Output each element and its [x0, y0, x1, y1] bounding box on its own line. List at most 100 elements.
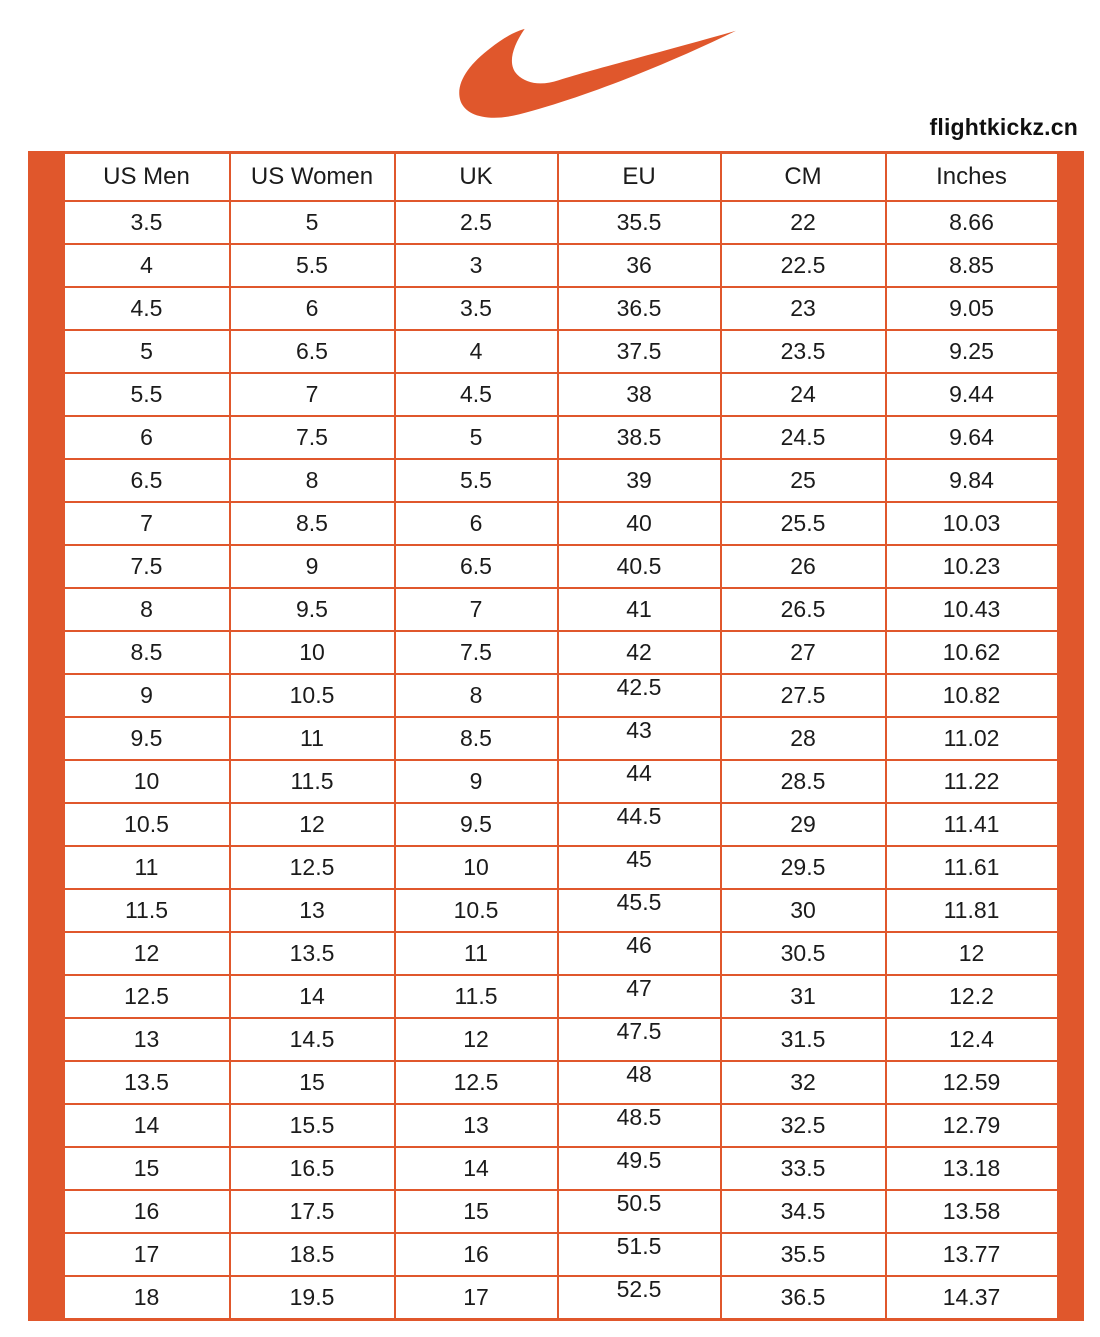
- table-cell: 27.5: [719, 673, 887, 718]
- table-row: 5.5 7 4.5 38 24 9.44: [28, 372, 1084, 417]
- table-cell: 47.5: [556, 1017, 722, 1062]
- table-cell: 35.5: [556, 200, 722, 245]
- table-cell: 12: [228, 802, 396, 847]
- table-cell: 12.79: [884, 1103, 1059, 1148]
- table-cell: 18.5: [228, 1232, 396, 1277]
- table-cell: 10: [393, 845, 559, 890]
- table-cell: 23.5: [719, 329, 887, 374]
- table-cell: 10: [62, 759, 231, 804]
- size-conversion-table: US Men US Women UK EU CM Inches 3.5 5 2.5 35.5 22…: [28, 151, 1084, 1321]
- table-cell: 34.5: [719, 1189, 887, 1234]
- table-cell: 38: [556, 372, 722, 417]
- table-cell: 12.2: [884, 974, 1059, 1019]
- accent-bar: [1056, 802, 1084, 847]
- table-row: 7.5 9 6.5 40.5 26 10.23: [28, 544, 1084, 589]
- table-row: 8.5 10 7.5 42 27 10.62: [28, 630, 1084, 675]
- table-cell: 17: [62, 1232, 231, 1277]
- table-cell: 9: [228, 544, 396, 589]
- table-cell: 13.18: [884, 1146, 1059, 1191]
- table-cell: 28: [719, 716, 887, 761]
- accent-bar: [1056, 888, 1084, 933]
- accent-bar: [28, 151, 65, 202]
- table-row: 10 11.5 9 44 28.5 11.22: [28, 759, 1084, 804]
- table-cell: 29: [719, 802, 887, 847]
- table-cell: 27: [719, 630, 887, 675]
- table-cell: 11.22: [884, 759, 1059, 804]
- table-cell: 26.5: [719, 587, 887, 632]
- table-cell: 38.5: [556, 415, 722, 460]
- table-cell: 10.43: [884, 587, 1059, 632]
- table-cell: 25.5: [719, 501, 887, 546]
- table-cell: 6.5: [228, 329, 396, 374]
- table-cell: 13: [393, 1103, 559, 1148]
- table-cell: 14: [228, 974, 396, 1019]
- accent-bar: [1056, 673, 1084, 718]
- accent-bar: [28, 329, 65, 374]
- table-cell: 6: [62, 415, 231, 460]
- accent-bar: [1056, 845, 1084, 890]
- table-cell: 13.5: [62, 1060, 231, 1105]
- table-cell: 42: [556, 630, 722, 675]
- table-cell: 12.5: [393, 1060, 559, 1105]
- table-cell: 4: [62, 243, 231, 288]
- accent-bar: [1056, 759, 1084, 804]
- table-cell: 24.5: [719, 415, 887, 460]
- accent-bar: [28, 888, 65, 933]
- accent-bar: [1056, 151, 1084, 202]
- accent-bar: [28, 243, 65, 288]
- table-cell: 14.5: [228, 1017, 396, 1062]
- table-cell: 31.5: [719, 1017, 887, 1062]
- table-row: 3.5 5 2.5 35.5 22 8.66: [28, 200, 1084, 245]
- table-cell: 12.5: [62, 974, 231, 1019]
- accent-bar: [28, 1017, 65, 1062]
- accent-bar: [28, 501, 65, 546]
- table-row: 18 19.5 17 52.5 36.5 14.37: [28, 1275, 1084, 1320]
- table-row: 8 9.5 7 41 26.5 10.43: [28, 587, 1084, 632]
- accent-bar: [28, 1060, 65, 1105]
- table-cell: 13.58: [884, 1189, 1059, 1234]
- table-cell: 12: [62, 931, 231, 976]
- table-cell: 50.5: [556, 1189, 722, 1234]
- accent-bar: [1056, 501, 1084, 546]
- table-cell: 2.5: [393, 200, 559, 245]
- table-cell-value: 50.5: [616, 1190, 662, 1216]
- table-cell: 3.5: [62, 200, 231, 245]
- table-cell: 33.5: [719, 1146, 887, 1191]
- accent-bar: [28, 931, 65, 976]
- table-cell: 40: [556, 501, 722, 546]
- table-cell: 11.5: [228, 759, 396, 804]
- table-body: 3.5 5 2.5 35.5 22 8.66 4 5.5 3 36 22.5 8.85 4.5 6 3.5 3…: [28, 200, 1084, 1320]
- accent-bar: [28, 1146, 65, 1191]
- table-cell: 17.5: [228, 1189, 396, 1234]
- table-cell-value: 45.5: [616, 889, 662, 915]
- table-cell: 4.5: [393, 372, 559, 417]
- accent-bar: [28, 458, 65, 503]
- table-cell: 12: [393, 1017, 559, 1062]
- accent-bar: [1056, 587, 1084, 632]
- table-cell-value: 48.5: [616, 1104, 662, 1130]
- table-cell: 46: [556, 931, 722, 976]
- table-cell: 9: [62, 673, 231, 718]
- table-cell: 9.5: [62, 716, 231, 761]
- table-cell-value: 47: [626, 975, 652, 1001]
- header-row: US Men US Women UK EU CM Inches: [28, 151, 1084, 202]
- table-cell: 10.03: [884, 501, 1059, 546]
- table-row: 6 7.5 5 38.5 24.5 9.64: [28, 415, 1084, 460]
- table-cell: 9.64: [884, 415, 1059, 460]
- table-cell: 8.5: [228, 501, 396, 546]
- table-cell: 31: [719, 974, 887, 1019]
- table-cell: 36: [556, 243, 722, 288]
- accent-bar: [1056, 372, 1084, 417]
- table-cell: 15.5: [228, 1103, 396, 1148]
- table-cell: 7: [62, 501, 231, 546]
- table-cell: 9.25: [884, 329, 1059, 374]
- accent-bar: [1056, 716, 1084, 761]
- table-cell: 14: [62, 1103, 231, 1148]
- table-row: 10.5 12 9.5 44.5 29 11.41: [28, 802, 1084, 847]
- table-cell: 11.02: [884, 716, 1059, 761]
- table-cell: 40.5: [556, 544, 722, 589]
- table-row: 6.5 8 5.5 39 25 9.84: [28, 458, 1084, 503]
- table-row: 7 8.5 6 40 25.5 10.03: [28, 501, 1084, 546]
- table-row: 4 5.5 3 36 22.5 8.85: [28, 243, 1084, 288]
- accent-bar: [28, 372, 65, 417]
